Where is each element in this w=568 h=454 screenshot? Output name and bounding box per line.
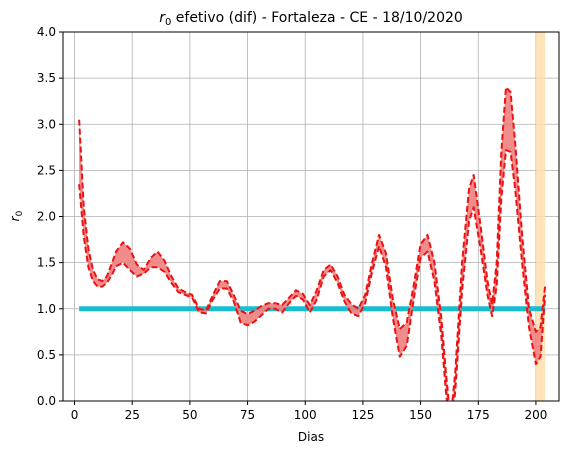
- y-axis-label: r0: [8, 210, 25, 221]
- y-tick-label: 2.5: [37, 163, 56, 177]
- x-tick-label: 175: [467, 408, 490, 422]
- x-ticks: 0 25 50 75 100 125 150 175 200: [71, 401, 547, 422]
- x-tick-label: 125: [351, 408, 374, 422]
- y-tick-label: 4.0: [37, 25, 56, 39]
- x-tick-label: 25: [125, 408, 140, 422]
- highlight-span-layer: [535, 32, 546, 401]
- y-tick-label: 0.0: [37, 394, 56, 408]
- lower-bound-line: [78, 149, 547, 401]
- line-layer: [78, 86, 547, 401]
- x-tick-label: 0: [71, 408, 79, 422]
- y-tick-label: 3.5: [37, 71, 56, 85]
- x-axis-label: Dias: [298, 430, 324, 444]
- x-tick-label: 150: [409, 408, 432, 422]
- y-tick-label: 2.0: [37, 210, 56, 224]
- y-tick-label: 1.0: [37, 302, 56, 316]
- highlight-span: [535, 32, 546, 401]
- x-tick-label: 50: [182, 408, 197, 422]
- chart-title: r0 efetivo (dif) - Fortaleza - CE - 18/1…: [159, 10, 463, 28]
- x-tick-label: 100: [294, 408, 317, 422]
- x-tick-label: 200: [524, 408, 547, 422]
- y-ticks: 0.0 0.5 1.0 1.5 2.0 2.5 3.0 3.5 4.0: [37, 25, 63, 408]
- upper-bound-line: [78, 86, 547, 401]
- y-tick-label: 0.5: [37, 348, 56, 362]
- y-tick-label: 1.5: [37, 256, 56, 270]
- x-tick-label: 75: [240, 408, 255, 422]
- y-tick-label: 3.0: [37, 117, 56, 131]
